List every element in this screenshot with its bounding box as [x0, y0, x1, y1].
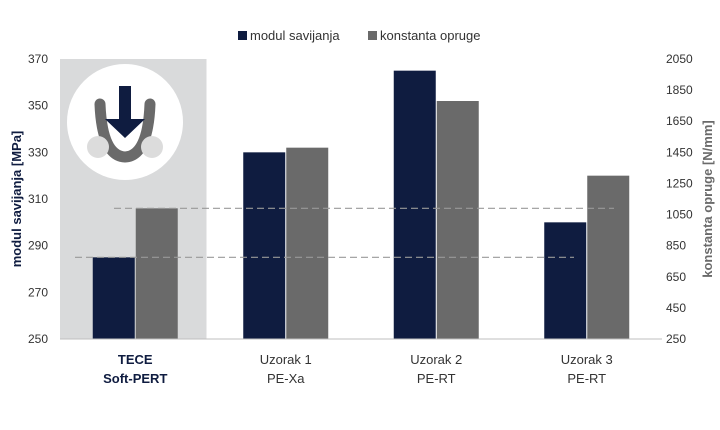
right-tick-label: 1050 — [666, 208, 693, 222]
left-tick-label: 350 — [28, 99, 48, 113]
right-tick-label: 1450 — [666, 145, 693, 159]
right-axis-title: konstanta opruge [N/mm] — [700, 120, 715, 277]
right-tick-label: 2050 — [666, 52, 693, 66]
left-tick-label: 310 — [28, 192, 48, 206]
left-tick-label: 370 — [28, 52, 48, 66]
category-label-line1: Uzorak 3 — [561, 352, 613, 367]
bar-konstanta-3 — [436, 101, 479, 339]
category-label-line2: Soft-PERT — [103, 371, 167, 386]
category-label-line1: Uzorak 2 — [410, 352, 462, 367]
category-label-line2: PE-RT — [567, 371, 606, 386]
right-tick-label: 1250 — [666, 176, 693, 190]
bending-test-icon — [67, 64, 183, 180]
legend-label-1: modul savijanja — [250, 28, 340, 43]
left-tick-label: 290 — [28, 239, 48, 253]
category-label-line1: TECE — [118, 352, 153, 367]
left-tick-label: 250 — [28, 332, 48, 346]
bar-modul-4 — [544, 222, 587, 339]
category-label-line1: Uzorak 1 — [260, 352, 312, 367]
right-tick-label: 1850 — [666, 83, 693, 97]
bar-konstanta-2 — [286, 147, 329, 339]
bar-modul-2 — [243, 152, 286, 339]
right-tick-label: 250 — [666, 332, 686, 346]
right-tick-label: 450 — [666, 301, 686, 315]
bar-modul-3 — [393, 70, 436, 340]
category-label-line2: PE-Xa — [267, 371, 305, 386]
right-tick-label: 1650 — [666, 114, 693, 128]
bar-konstanta-1 — [135, 208, 178, 339]
category-label-line2: PE-RT — [417, 371, 456, 386]
legend-swatch-1 — [238, 31, 247, 40]
legend-swatch-2 — [368, 31, 377, 40]
right-tick-label: 650 — [666, 270, 686, 284]
bar-modul-1 — [92, 257, 135, 339]
right-tick-label: 850 — [666, 239, 686, 253]
left-tick-label: 330 — [28, 145, 48, 159]
left-tick-label: 270 — [28, 285, 48, 299]
bar-konstanta-4 — [587, 175, 630, 339]
legend-label-2: konstanta opruge — [380, 28, 480, 43]
left-axis-title: modul savijanja [MPa] — [9, 131, 24, 268]
